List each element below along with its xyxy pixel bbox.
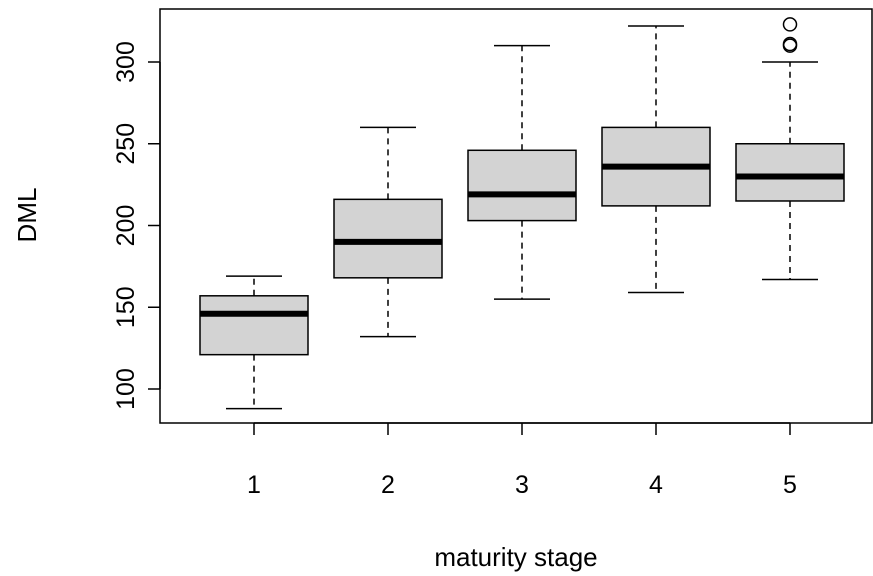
box-group xyxy=(735,17,845,281)
iqr-box xyxy=(735,143,845,202)
x-tick-label: 3 xyxy=(515,471,529,499)
iqr-box xyxy=(333,198,443,279)
box-series xyxy=(199,17,845,410)
y-tick-label: 100 xyxy=(112,368,140,410)
box-group xyxy=(199,275,309,410)
box-group xyxy=(333,126,443,338)
y-tick-label: 250 xyxy=(112,123,140,165)
x-axis-title: maturity stage xyxy=(434,542,597,572)
box-group xyxy=(601,25,711,294)
y-axis: 100 150 200 250 300 xyxy=(112,41,161,410)
outlier-point xyxy=(782,17,798,32)
x-axis: 1 2 3 4 5 xyxy=(247,422,797,499)
x-tick-label: 4 xyxy=(649,471,663,499)
y-tick-label: 300 xyxy=(112,41,140,83)
iqr-box xyxy=(467,149,577,222)
x-tick-label: 5 xyxy=(783,471,797,499)
box-group xyxy=(467,44,577,300)
y-tick-label: 200 xyxy=(112,205,140,247)
x-tick-label: 2 xyxy=(381,471,395,499)
x-tick-label: 1 xyxy=(247,471,261,499)
iqr-box xyxy=(199,295,309,356)
y-axis-title: DML xyxy=(12,188,42,243)
y-tick-label: 150 xyxy=(112,286,140,328)
outlier-point xyxy=(782,36,798,52)
